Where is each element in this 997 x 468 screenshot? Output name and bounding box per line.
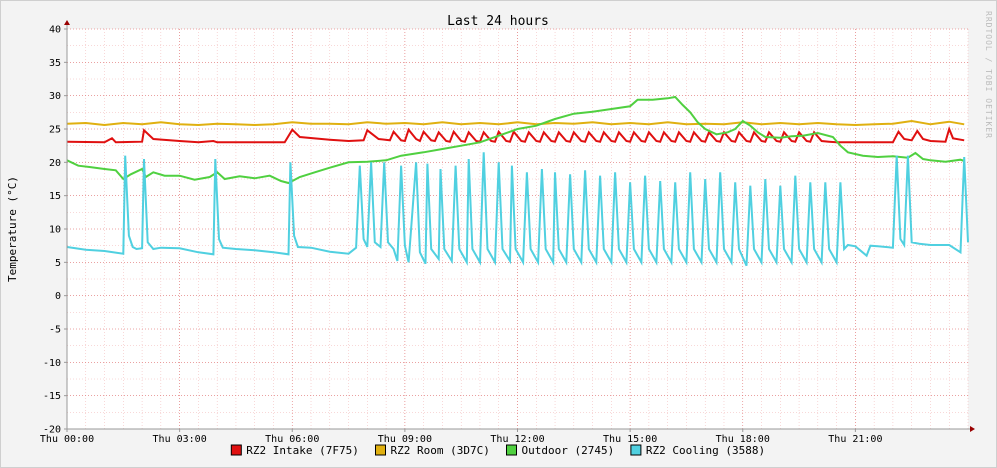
- x-tick-label: Thu 21:00: [828, 434, 882, 445]
- legend-swatch-4: [630, 444, 642, 456]
- legend-swatch-1: [230, 444, 242, 456]
- y-tick-label: 30: [49, 91, 61, 102]
- y-tick-label: 20: [49, 158, 61, 169]
- y-tick-label: 15: [49, 191, 61, 202]
- y-tick-label: -20: [43, 425, 61, 436]
- x-tick-label: Thu 12:00: [490, 434, 544, 445]
- y-tick-label: 25: [49, 125, 61, 136]
- legend-swatch-3: [506, 444, 517, 456]
- x-ticks: Thu 00:00 Thu 03:00 Thu 06:00 Thu 09:00 Thu …: [40, 429, 882, 445]
- y-tick-label: 40: [49, 25, 61, 36]
- y-tick-label: -15: [43, 391, 61, 402]
- y-tick-label: 10: [49, 225, 61, 236]
- y-axis-arrow: [64, 20, 70, 25]
- series-line-1: [66, 125, 965, 144]
- legend-label-3: Outdoor (2745): [522, 444, 615, 457]
- y-axis-label: Temperature (°C): [6, 176, 19, 282]
- legend: RZ2 Intake (7F75) RZ2 Room (3D7C) Outdoor …: [230, 444, 765, 457]
- x-tick-label: Thu 03:00: [153, 434, 207, 445]
- legend-label-1: RZ2 Intake (7F75): [246, 444, 359, 457]
- y-tick-label: -10: [43, 358, 61, 369]
- y-tick-label: -5: [49, 325, 61, 336]
- series-layer: [66, 95, 969, 267]
- x-tick-label: Thu 15:00: [603, 434, 657, 445]
- watermark: RRDTOOL / TOBI OETIKER: [984, 11, 993, 139]
- legend-swatch-2: [375, 444, 386, 456]
- y-tick-label: 5: [55, 258, 61, 269]
- series-line-2: [66, 119, 965, 127]
- y-tick-label: 35: [49, 58, 61, 69]
- axes: [64, 20, 975, 432]
- y-tick-label: 0: [55, 291, 61, 302]
- series-line-3: [66, 95, 965, 185]
- legend-label-2: RZ2 Room (3D7C): [391, 444, 490, 457]
- x-tick-label: Thu 06:00: [265, 434, 319, 445]
- x-tick-label: Thu 09:00: [378, 434, 432, 445]
- y-ticks: -20 -15 -10 -5 0 5 10 15 20 25 30 35 40: [43, 25, 67, 436]
- x-tick-label: Thu 18:00: [716, 434, 770, 445]
- chart-title: Last 24 hours: [447, 14, 549, 29]
- legend-label-4: RZ2 Cooling (3588): [646, 444, 765, 457]
- series-line-4: [66, 152, 969, 267]
- x-tick-label: Thu 00:00: [40, 434, 94, 445]
- x-axis-arrow: [970, 426, 975, 432]
